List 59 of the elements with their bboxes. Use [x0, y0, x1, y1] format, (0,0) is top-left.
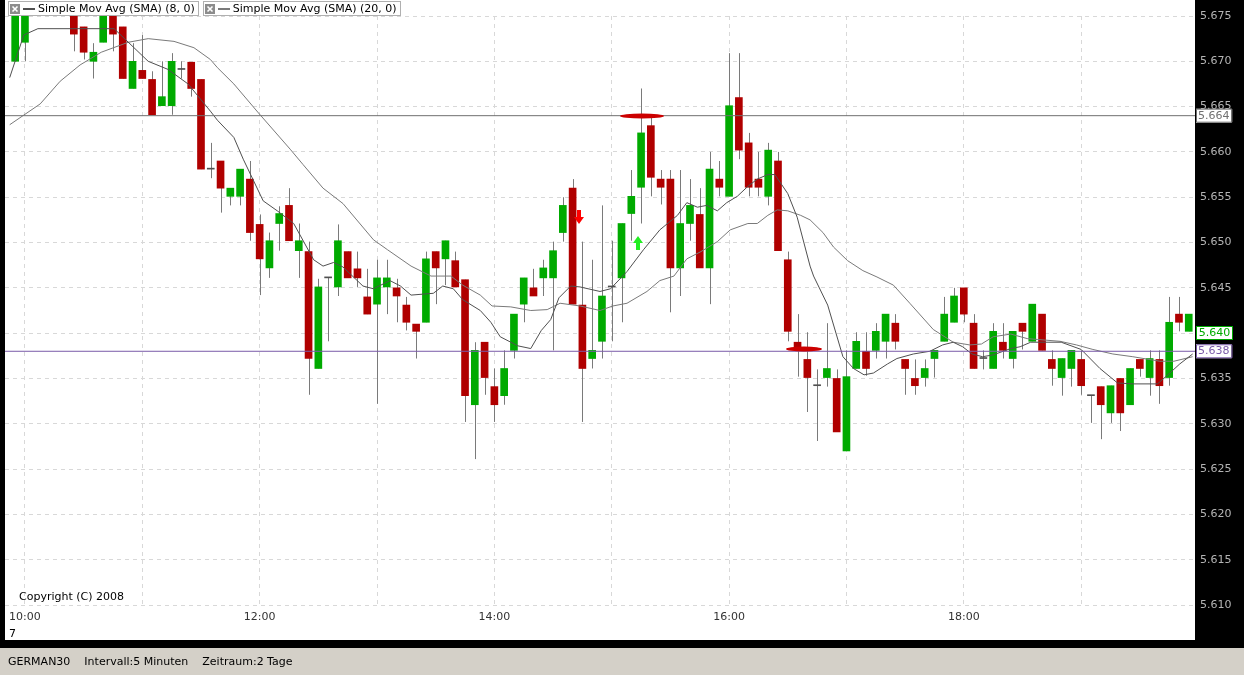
- y-tick-label: 5.655: [1200, 190, 1232, 204]
- candlestick: [813, 368, 821, 442]
- candlestick: [1057, 358, 1066, 397]
- x-tick-label: 10:00: [9, 610, 41, 624]
- annotation: 5.640: [1195, 326, 1234, 341]
- ref-line-label: 5.664: [1198, 108, 1230, 122]
- candlestick: [1175, 296, 1183, 332]
- candlestick: [920, 358, 929, 388]
- candlestick: [891, 313, 900, 350]
- candlestick: [363, 268, 372, 315]
- candlestick: [871, 322, 880, 360]
- candlestick: [490, 367, 499, 423]
- candlestick: [862, 331, 870, 377]
- y-tick-label: 5.645: [1200, 280, 1232, 294]
- candlestick: [823, 322, 831, 388]
- candlestick: [979, 349, 988, 370]
- candlestick: [911, 358, 919, 396]
- candlestick: [1018, 322, 1027, 350]
- candlestick: [656, 169, 665, 205]
- candlestick: [1087, 394, 1095, 424]
- ref-line-label: 5.638: [1198, 344, 1230, 358]
- candlestick: [70, 15, 78, 52]
- candlestick: [627, 169, 636, 242]
- x-tick-label: 12:00: [243, 610, 276, 624]
- candlestick: [715, 160, 724, 197]
- text: Intervall:5 Minuten: [84, 655, 189, 668]
- candlestick: [1096, 386, 1105, 440]
- y-tick-label: 5.610: [1200, 597, 1232, 611]
- candlestick: [686, 178, 694, 242]
- x-tick-label: 18:00: [947, 610, 980, 624]
- y-tick-label: 5.670: [1200, 54, 1232, 68]
- y-tick-label: 5.650: [1200, 235, 1232, 249]
- y-tick-label: 5.675: [1200, 8, 1232, 22]
- candlestick: [803, 331, 812, 413]
- candlestick: [275, 205, 284, 252]
- y-tick-label: 5.620: [1200, 507, 1232, 521]
- y-tick-label: 5.660: [1200, 144, 1232, 158]
- candlestick: [441, 240, 450, 286]
- y-tick-label: 5.615: [1200, 552, 1232, 566]
- y-tick-label: 5.635: [1200, 371, 1232, 385]
- text: GERMAN30: [8, 655, 71, 668]
- x-tick-label: 16:00: [713, 610, 745, 624]
- candlestick: [901, 358, 909, 396]
- legend-label: Simple Mov Avg (SMA) (8, 0): [38, 2, 195, 15]
- candlestick: [412, 323, 420, 360]
- candlestick: [1047, 349, 1056, 387]
- legend-label: Simple Mov Avg (SMA) (20, 0): [232, 2, 397, 15]
- candlestick: [431, 251, 440, 305]
- candlestick: [539, 259, 548, 297]
- text: 7: [9, 627, 16, 640]
- candlestick: [353, 251, 362, 288]
- candlestick: [158, 60, 166, 107]
- candlestick: [294, 223, 303, 279]
- candlestick: [402, 296, 411, 331]
- y-tick-label: 5.625: [1200, 461, 1232, 475]
- x-tick-label: 14:00: [478, 610, 511, 624]
- y-tick-label: 5.630: [1200, 416, 1232, 430]
- text: Zeitraum:2 Tage: [202, 655, 293, 668]
- annotation: Copyright (C) 2008: [19, 590, 124, 603]
